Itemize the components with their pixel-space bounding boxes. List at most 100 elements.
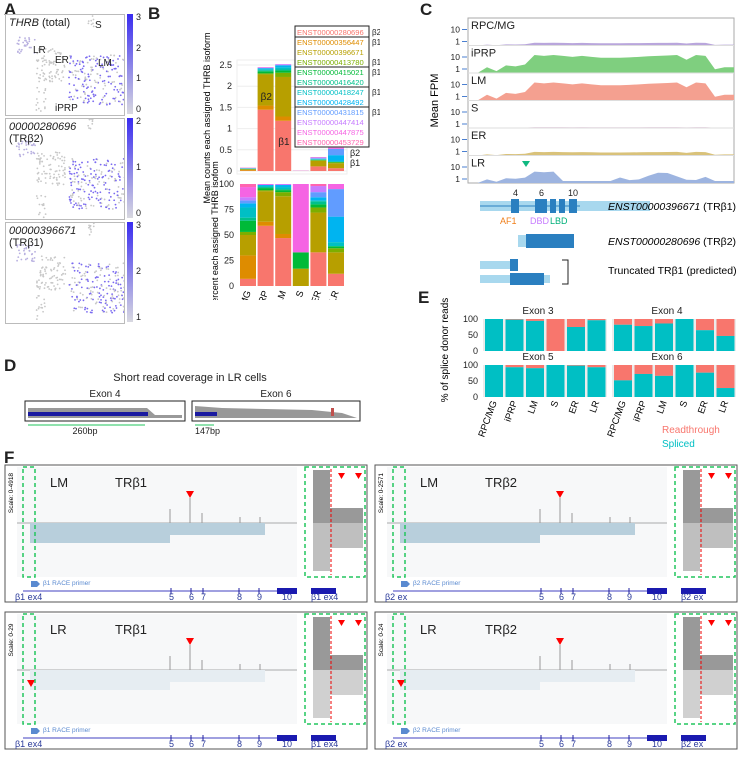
cell-point bbox=[103, 94, 106, 97]
cell-point bbox=[35, 309, 38, 311]
colorbar-tick: 3 bbox=[136, 220, 142, 230]
cell-point bbox=[91, 122, 94, 125]
bar-segment bbox=[275, 185, 292, 188]
cell-point bbox=[30, 244, 33, 247]
cell-point bbox=[96, 192, 99, 194]
bar-segment bbox=[257, 67, 274, 69]
bar-segment bbox=[275, 67, 292, 70]
bar-segment bbox=[257, 68, 274, 70]
cell-point bbox=[89, 311, 92, 314]
cell-point bbox=[104, 182, 107, 184]
cell-point bbox=[24, 258, 27, 261]
bar-segment bbox=[257, 221, 274, 226]
bar-segment bbox=[240, 217, 256, 221]
bar-segment bbox=[275, 65, 292, 68]
cell-point bbox=[77, 306, 80, 308]
inset-coverage bbox=[313, 617, 363, 670]
cell-point bbox=[71, 180, 74, 183]
cell-point bbox=[70, 95, 73, 98]
bar-segment bbox=[292, 252, 309, 269]
cell-point bbox=[88, 79, 91, 82]
cell-point bbox=[80, 178, 83, 180]
cell-point bbox=[69, 56, 72, 59]
race-primer-label: β1 RACE primer bbox=[43, 580, 91, 587]
cell-point bbox=[57, 73, 60, 76]
cell-point bbox=[35, 318, 38, 321]
cell-point bbox=[103, 183, 106, 186]
cell-point bbox=[57, 157, 59, 159]
cell-point bbox=[58, 176, 61, 178]
x-tick-label: ER bbox=[696, 399, 711, 415]
cell-point bbox=[103, 181, 105, 184]
cell-point bbox=[69, 172, 71, 175]
readthrough-bar bbox=[614, 365, 632, 381]
cell-point bbox=[60, 278, 62, 281]
cell-point bbox=[30, 152, 33, 155]
bar-segment bbox=[275, 196, 292, 234]
cell-point bbox=[37, 307, 40, 310]
cell-point bbox=[107, 204, 110, 206]
cell-point bbox=[17, 256, 20, 259]
cell-type-label: LM bbox=[420, 475, 438, 490]
cell-point bbox=[87, 98, 90, 101]
cell-point bbox=[42, 216, 45, 219]
cell-point bbox=[18, 146, 20, 148]
cell-point bbox=[71, 98, 74, 101]
exon-block bbox=[510, 259, 518, 271]
cell-point bbox=[97, 298, 100, 301]
exon-label: β1 ex4 bbox=[15, 592, 42, 602]
cell-point bbox=[76, 171, 78, 174]
cell-point bbox=[115, 179, 117, 182]
cell-point bbox=[88, 224, 90, 227]
readthrough-bar bbox=[505, 365, 524, 368]
cell-point bbox=[49, 175, 52, 178]
bar-segment bbox=[240, 231, 256, 235]
spliced-bar bbox=[546, 365, 565, 397]
cell-point bbox=[52, 60, 55, 63]
gene-id: 00000396671 bbox=[9, 225, 77, 237]
cell-point bbox=[114, 274, 117, 277]
facet-panel bbox=[612, 365, 736, 397]
cell-point bbox=[58, 51, 61, 54]
cell-point bbox=[50, 70, 52, 73]
cell-point bbox=[117, 100, 120, 103]
bar-segment bbox=[275, 72, 292, 77]
bar-segment bbox=[275, 192, 292, 197]
scale-label: Scale: 0-24 bbox=[378, 623, 385, 656]
cell-point bbox=[39, 77, 41, 80]
cell-point bbox=[72, 191, 75, 194]
cell-point bbox=[99, 77, 102, 79]
cell-point bbox=[104, 307, 106, 310]
cell-point bbox=[39, 73, 42, 76]
cell-point bbox=[77, 70, 80, 73]
readthrough-bar bbox=[655, 319, 673, 324]
cell-point bbox=[117, 282, 119, 285]
cell-point bbox=[53, 274, 56, 277]
cell-point bbox=[95, 270, 98, 273]
cell-point bbox=[50, 269, 53, 272]
exon-number: 7 bbox=[571, 739, 576, 749]
cell-point bbox=[121, 84, 124, 86]
panel-label-e: E bbox=[418, 288, 430, 307]
cell-point bbox=[37, 180, 40, 183]
cell-point bbox=[88, 263, 90, 266]
cell-point bbox=[37, 107, 40, 110]
cell-point bbox=[81, 293, 84, 296]
domain-label: AF1 bbox=[500, 216, 517, 226]
cell-point bbox=[70, 181, 73, 184]
cell-point bbox=[107, 75, 110, 78]
exon-number: 10 bbox=[652, 592, 662, 602]
spliced-bar bbox=[696, 372, 714, 397]
cell-point bbox=[94, 81, 97, 84]
cell-point bbox=[36, 167, 39, 170]
cell-point bbox=[102, 88, 105, 90]
cell-point bbox=[89, 290, 92, 292]
cell-point bbox=[57, 51, 59, 54]
exon-number: 6 bbox=[189, 739, 194, 749]
spliced-bar bbox=[614, 324, 632, 351]
cell-point bbox=[107, 57, 110, 59]
cell-point bbox=[53, 266, 56, 269]
panel-d-title: Short read coverage in LR cells bbox=[113, 372, 267, 384]
cell-point bbox=[90, 119, 92, 120]
cell-point bbox=[90, 231, 93, 233]
